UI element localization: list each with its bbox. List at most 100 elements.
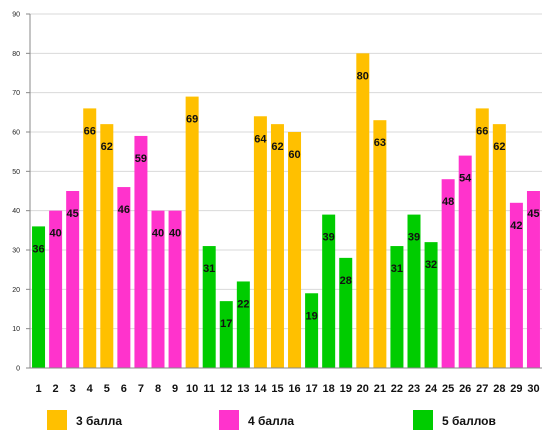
x-tick-label: 15 (271, 383, 283, 395)
data-label: 54 (459, 173, 472, 185)
data-label: 31 (391, 263, 403, 275)
legend-swatch (219, 410, 239, 430)
data-label: 40 (49, 228, 61, 240)
bar (117, 187, 131, 368)
bar (509, 202, 523, 368)
x-tick-label: 20 (357, 383, 369, 395)
x-tick-label: 22 (391, 383, 403, 395)
legend-label: 5 баллов (442, 414, 496, 428)
data-label: 39 (323, 232, 335, 244)
data-label: 32 (425, 259, 437, 271)
data-label: 45 (67, 208, 79, 220)
data-label: 66 (476, 125, 488, 137)
bar (236, 281, 250, 368)
y-tick-label: 10 (12, 326, 20, 333)
y-tick-label: 90 (12, 12, 20, 19)
x-tick-label: 8 (155, 383, 161, 395)
x-tick-label: 14 (254, 383, 267, 395)
bar (339, 257, 353, 368)
data-label: 45 (527, 208, 539, 220)
bar (492, 124, 506, 368)
data-label: 48 (442, 196, 454, 208)
x-tick-label: 10 (186, 383, 198, 395)
bar (356, 53, 370, 368)
y-tick-label: 70 (12, 90, 20, 97)
x-tick-label: 6 (121, 383, 127, 395)
bar (526, 191, 540, 368)
x-tick-label: 13 (237, 383, 249, 395)
x-tick-label: 30 (527, 383, 539, 395)
x-tick-label: 3 (70, 383, 76, 395)
x-tick-label: 12 (220, 383, 232, 395)
bar (253, 116, 267, 369)
bar (168, 210, 182, 368)
x-tick-label: 1 (35, 383, 41, 395)
legend-label: 4 балла (248, 414, 294, 428)
data-label: 60 (288, 149, 300, 161)
x-tick-label: 23 (408, 383, 420, 395)
bar (458, 155, 472, 368)
bar (407, 214, 421, 368)
data-label: 62 (271, 141, 283, 153)
data-label: 31 (203, 263, 215, 275)
data-label: 17 (220, 318, 232, 330)
data-label: 40 (152, 228, 164, 240)
legend-label: 3 балла (76, 414, 122, 428)
x-tick-label: 9 (172, 383, 178, 395)
bar (373, 120, 387, 368)
data-label: 62 (493, 141, 505, 153)
data-label: 63 (374, 137, 386, 149)
data-label: 59 (135, 153, 147, 165)
x-tick-label: 7 (138, 383, 144, 395)
y-tick-label: 40 (12, 208, 20, 215)
data-label: 36 (32, 243, 44, 255)
data-label: 28 (340, 275, 352, 287)
bar (219, 301, 233, 368)
y-tick-label: 0 (16, 366, 20, 373)
bar (185, 96, 199, 368)
x-tick-label: 16 (288, 383, 300, 395)
x-tick-label: 25 (442, 383, 454, 395)
y-axis: 0 10 20 30 40 50 60 70 80 90 (12, 12, 31, 373)
y-tick-label: 20 (12, 287, 20, 294)
gridlines (30, 13, 542, 369)
data-label: 22 (237, 298, 249, 310)
bar (151, 210, 165, 368)
bar (441, 179, 455, 368)
bars: 36 40 45 66 62 46 59 40 40 69 31 17 22 64 62 60 19 39 28 80… (32, 53, 540, 369)
data-label: 40 (169, 228, 181, 240)
bar (305, 293, 319, 368)
y-tick-label: 80 (12, 51, 20, 58)
bar (270, 124, 284, 368)
data-label: 46 (118, 204, 130, 216)
bar (390, 246, 404, 368)
bar (32, 226, 46, 368)
data-label: 62 (101, 141, 113, 153)
x-tick-label: 28 (493, 383, 505, 395)
y-tick-label: 60 (12, 130, 20, 137)
x-tick-label: 19 (340, 383, 352, 395)
data-label: 64 (254, 133, 267, 145)
bar (100, 124, 114, 368)
legend-swatch (413, 410, 433, 430)
y-tick-label: 30 (12, 248, 20, 255)
x-tick-label: 18 (323, 383, 335, 395)
data-label: 42 (510, 220, 522, 232)
bar (49, 210, 63, 368)
bar (66, 191, 80, 368)
x-tick-label: 24 (425, 383, 438, 395)
legend-swatch (47, 410, 67, 430)
bar (424, 242, 438, 368)
x-tick-label: 26 (459, 383, 471, 395)
bar (475, 108, 489, 369)
bar (134, 135, 148, 368)
x-tick-label: 4 (87, 383, 94, 395)
y-tick-label: 50 (12, 169, 20, 176)
x-tick-label: 17 (305, 383, 317, 395)
x-tick-label: 11 (203, 383, 215, 395)
data-label: 80 (357, 70, 369, 82)
legend: 3 балла 4 балла 5 баллов (47, 410, 496, 430)
bar (83, 108, 97, 369)
data-label: 39 (408, 232, 420, 244)
